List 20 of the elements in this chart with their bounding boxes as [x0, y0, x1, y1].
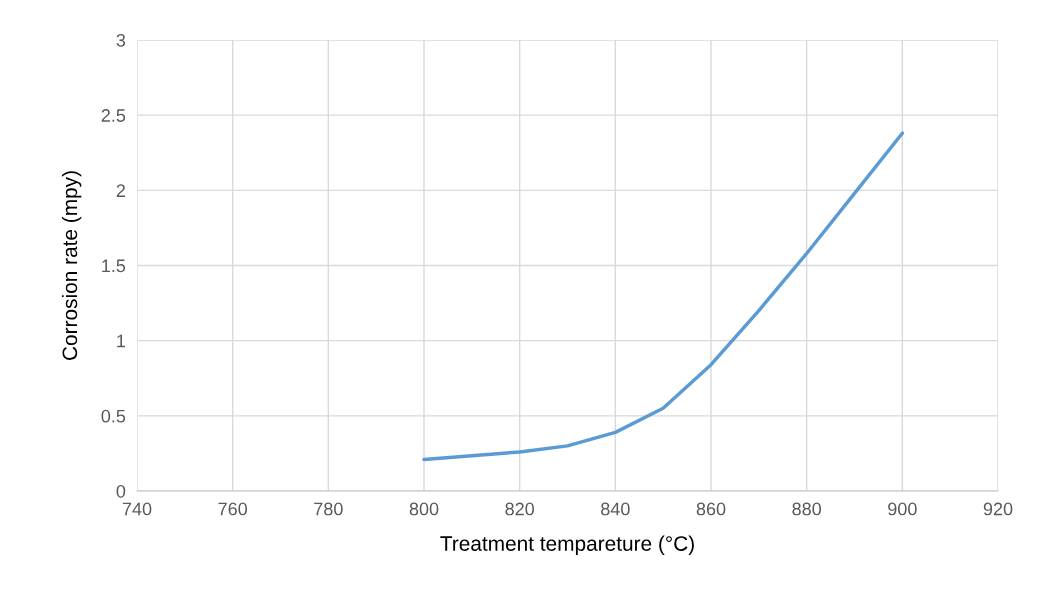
- y-tick-label: 2.5: [101, 109, 126, 122]
- x-tick-label: 800: [409, 502, 439, 516]
- y-tick-label: 1: [117, 334, 126, 348]
- line-series: [422, 131, 905, 462]
- y-tick-label: 0.5: [101, 409, 126, 423]
- x-tick-label: 820: [505, 502, 535, 516]
- x-tick-label: 760: [218, 502, 248, 516]
- y-tick-label: 2: [116, 184, 125, 197]
- x-tick-label: 740: [122, 502, 152, 516]
- x-tick-label: 880: [792, 502, 822, 516]
- x-axis-title: Treatment tempareture (°C): [440, 535, 694, 556]
- y-axis-title: Corrosion rate (mpy): [61, 171, 82, 360]
- y-tick-label: 0: [116, 484, 126, 498]
- x-tick-label: 900: [888, 502, 917, 516]
- y-tick-label: 3: [116, 33, 126, 47]
- x-tick-label: 780: [314, 502, 343, 516]
- y-tick-label: 1.5: [102, 259, 126, 273]
- x-tick-label: 840: [601, 502, 630, 516]
- x-tick-label: 920: [983, 502, 1013, 516]
- x-tick-label: 860: [696, 502, 726, 516]
